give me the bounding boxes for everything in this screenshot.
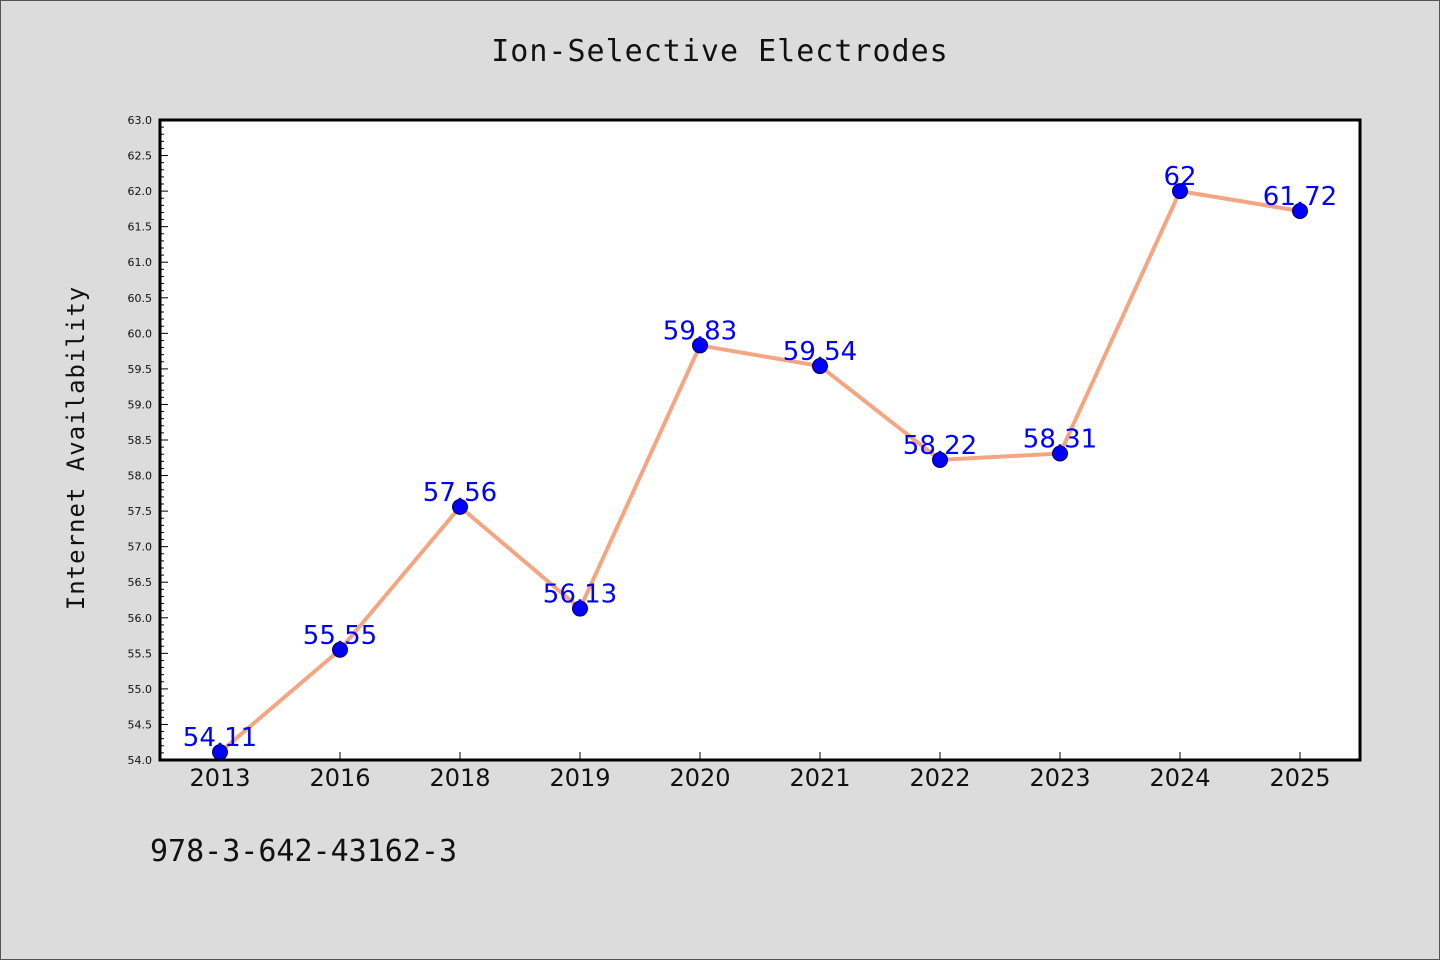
data-point — [932, 451, 948, 468]
x-tick-label: 2021 — [789, 764, 850, 792]
data-point — [1052, 445, 1068, 462]
y-tick-label: 60.5 — [128, 292, 153, 305]
y-tick-label: 58.0 — [128, 470, 153, 483]
x-tick-label: 2016 — [309, 764, 370, 792]
y-tick-label: 60.0 — [128, 327, 153, 340]
data-point — [572, 600, 588, 617]
x-tick-label: 2020 — [669, 764, 730, 792]
y-tick-label: 57.5 — [128, 505, 153, 518]
data-point — [1292, 203, 1308, 220]
y-tick-label: 56.0 — [128, 612, 153, 625]
data-label: 59.83 — [663, 316, 737, 346]
plot-area — [160, 120, 1360, 760]
data-label: 58.31 — [1023, 425, 1097, 455]
y-tick-label: 54.0 — [128, 754, 153, 767]
data-label: 57.56 — [423, 478, 497, 508]
data-label: 58.22 — [903, 431, 977, 461]
plot-border — [158, 118, 1362, 762]
y-tick-label: 61.5 — [128, 221, 153, 234]
data-label: 55.55 — [303, 621, 377, 651]
x-axis: 2013 2016 2018 2019 2020 2021 2022 2023 2024 2025 — [189, 752, 1331, 792]
y-tick-label: 62.0 — [128, 185, 153, 198]
y-tick-label: 54.5 — [128, 718, 153, 731]
data-label: 62 — [1163, 162, 1196, 192]
y-tick-label: 55.0 — [128, 683, 153, 696]
x-tick-label: 2019 — [549, 764, 610, 792]
data-label: 54.11 — [183, 723, 257, 753]
y-axis: 54.0 54.5 55.0 55.5 56.0 56.5 57.0 57.5 58.0 58.5… — [128, 114, 168, 767]
series-line — [218, 189, 1302, 755]
y-tick-label: 56.5 — [128, 576, 153, 589]
chart-title: Ion-Selective Electrodes — [491, 34, 949, 69]
data-label: 61.72 — [1263, 182, 1337, 212]
isbn-text: 978-3-642-43162-3 — [150, 834, 458, 869]
data-point — [1172, 183, 1188, 200]
y-tick-label: 59.5 — [128, 363, 153, 376]
series-group: 54.11 55.55 57.56 56.13 59.83 59.54 58.22 58.31… — [183, 162, 1337, 761]
y-tick-label: 57.0 — [128, 541, 153, 554]
y-tick-label: 55.5 — [128, 647, 153, 660]
x-tick-label: 2024 — [1149, 764, 1210, 792]
y-tick-label: 63.0 — [128, 114, 153, 127]
data-point — [692, 337, 708, 354]
data-point — [452, 498, 468, 515]
x-tick-label: 2018 — [429, 764, 490, 792]
data-point — [812, 358, 828, 375]
y-tick-label: 58.5 — [128, 434, 153, 447]
data-label: 56.13 — [543, 580, 617, 610]
y-tick-label: 59.0 — [128, 398, 153, 411]
data-label: 59.54 — [783, 337, 857, 367]
data-point — [332, 641, 348, 658]
y-tick-label: 61.0 — [128, 256, 153, 269]
y-tick-label: 62.5 — [128, 150, 153, 163]
x-tick-label: 2022 — [909, 764, 970, 792]
x-tick-label: 2023 — [1029, 764, 1090, 792]
x-tick-label: 2013 — [189, 764, 250, 792]
x-tick-label: 2025 — [1269, 764, 1330, 792]
